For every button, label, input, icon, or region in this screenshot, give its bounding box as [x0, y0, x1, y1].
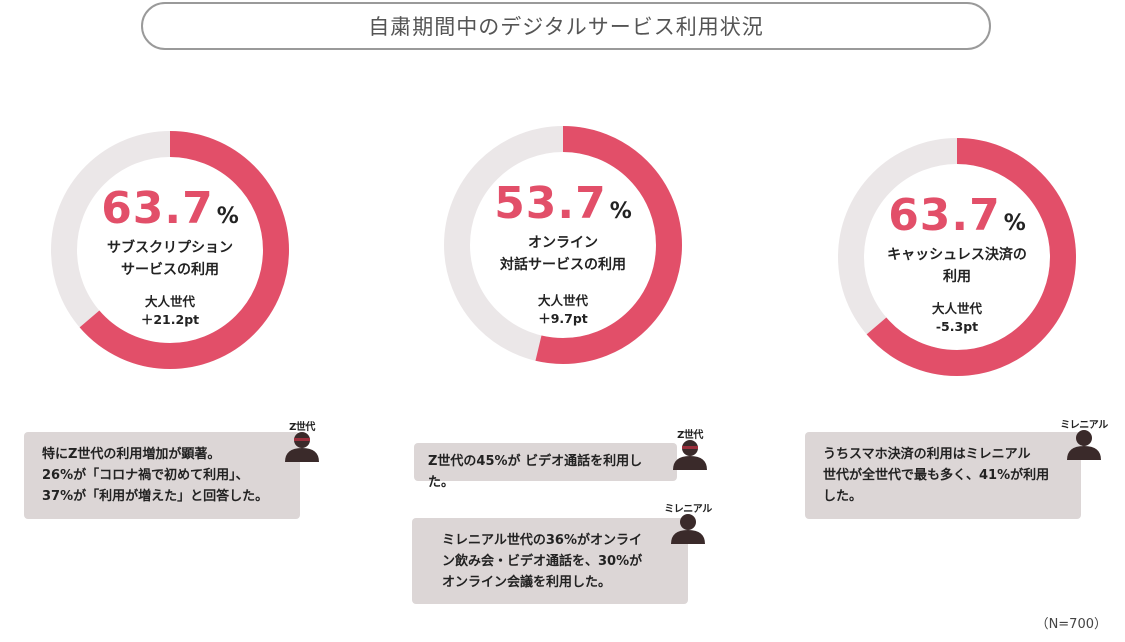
donut-chart-subscription: 63.7% サブスクリプション サービスの利用 大人世代 ＋21.2pt: [45, 125, 295, 375]
insight-card: ミレニアル世代の36%がオンライ ン飲み会・ビデオ通話を、30%が オンライン会…: [412, 518, 688, 604]
person-icon: Z世代: [670, 426, 710, 472]
donut-chart-cashless: 63.7% キャッシュレス決済の 利用 大人世代 -5.3pt: [832, 132, 1082, 382]
percent-value: 53.7%: [494, 178, 632, 229]
person-icon: ミレニアル: [664, 500, 712, 546]
donut-value-arc: [51, 131, 289, 369]
avatar-tag: ミレニアル: [1060, 420, 1108, 431]
percent-value: 63.7%: [888, 190, 1026, 241]
avatar-tag: ミレニアル: [664, 504, 712, 515]
avatar-tag: Z世代: [289, 422, 315, 433]
person-icon: ミレニアル: [1060, 416, 1108, 462]
chart-label: サブスクリプション サービスの利用: [107, 240, 233, 278]
chart-label: オンライン 対話サービスの利用: [500, 235, 626, 273]
chart-label: キャッシュレス決済の 利用: [887, 247, 1027, 285]
delta-value: ＋9.7pt: [538, 311, 588, 326]
insight-card: Z世代の45%が ビデオ通話を利用した。: [414, 443, 677, 490]
delta-block: 大人世代 ＋21.2pt: [65, 293, 275, 329]
person-icon: Z世代: [282, 418, 322, 464]
delta-label: 大人世代: [931, 301, 982, 316]
donut-value-arc: [838, 138, 1076, 376]
donut-value-arc: [444, 126, 682, 364]
delta-label: 大人世代: [144, 294, 195, 309]
percent-value: 63.7%: [101, 183, 239, 234]
page-title: 自粛期間中のデジタルサービス利用状況: [141, 2, 991, 50]
donut-chart-online: 53.7% オンライン 対話サービスの利用 大人世代 ＋9.7pt: [438, 120, 688, 370]
delta-label: 大人世代: [537, 293, 588, 308]
insight-card: 特にZ世代の利用増加が顕著。 26%が「コロナ禍で初めて利用」、 37%が「利用…: [24, 432, 300, 519]
delta-value: -5.3pt: [935, 319, 979, 334]
sample-size-note: （N=700）: [1035, 617, 1107, 632]
avatar-tag: Z世代: [677, 430, 703, 441]
delta-block: 大人世代 -5.3pt: [852, 300, 1062, 336]
delta-block: 大人世代 ＋9.7pt: [458, 292, 668, 328]
delta-value: ＋21.2pt: [140, 312, 200, 327]
insight-card: うちスマホ決済の利用はミレニアル 世代が全世代で最も多く、41%が利用 した。: [805, 432, 1081, 519]
